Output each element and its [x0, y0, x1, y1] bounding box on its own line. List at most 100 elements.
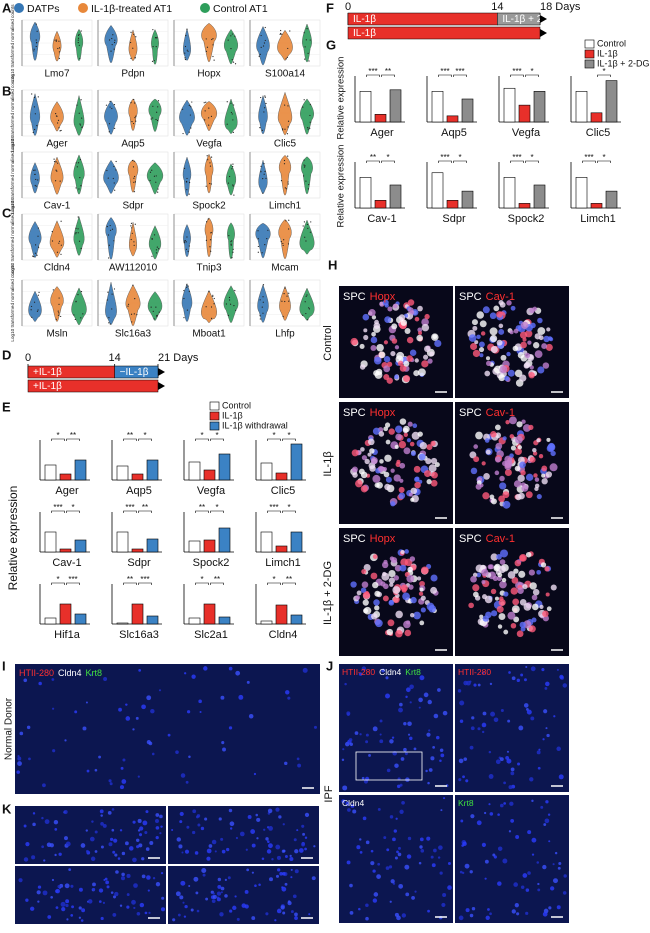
cell: [507, 571, 516, 579]
cell: [184, 904, 188, 909]
cell: [355, 595, 361, 600]
significance-bracket: [51, 582, 65, 585]
micrograph: [339, 664, 453, 792]
bar: [533, 91, 546, 123]
cell: [404, 629, 412, 637]
cell: [392, 837, 396, 842]
cell: [125, 703, 128, 706]
stain-name: HTII-280: [458, 667, 491, 677]
violin-point: [287, 155, 289, 157]
violin-point: [35, 39, 37, 41]
violin-point: [307, 127, 309, 129]
cell: [543, 709, 548, 714]
cell: [398, 440, 407, 449]
bar: [290, 443, 303, 481]
cell: [155, 826, 160, 830]
bar: [59, 603, 72, 625]
violin-point: [111, 37, 113, 40]
cell: [360, 485, 368, 493]
cell: [424, 345, 431, 353]
gene-label: Msln: [46, 329, 67, 340]
cell: [17, 761, 22, 766]
cell: [490, 711, 496, 717]
cell: [120, 766, 124, 770]
micrograph: [15, 806, 166, 864]
violin-point: [51, 231, 53, 233]
violin-point: [58, 57, 60, 60]
cell: [522, 583, 528, 590]
violin-point: [80, 99, 82, 101]
violin-point: [184, 57, 186, 59]
timeline-tick-label: 14: [109, 352, 121, 364]
violin-point: [155, 46, 157, 48]
cell: [106, 885, 110, 889]
cell: [433, 848, 437, 853]
significance-label: *: [272, 431, 275, 440]
violin-point: [55, 113, 57, 115]
cell: [384, 454, 392, 462]
violin-point: [110, 50, 112, 52]
cell: [103, 676, 108, 681]
violin-point: [188, 245, 190, 247]
cell: [487, 908, 490, 911]
cell: [388, 428, 395, 435]
violin-point: [262, 296, 264, 298]
cell: [369, 448, 375, 454]
bar: [275, 604, 288, 625]
violin-point: [306, 223, 308, 226]
cell: [102, 823, 107, 828]
violin-point: [108, 257, 110, 259]
violin: [302, 23, 312, 63]
cell: [537, 882, 540, 886]
violin-point: [149, 171, 152, 173]
cell: [419, 837, 424, 842]
cell: [355, 479, 363, 488]
cell: [238, 694, 244, 700]
cell: [191, 674, 196, 679]
violin-point: [112, 177, 114, 180]
cell: [403, 375, 411, 383]
violin-point: [37, 96, 39, 98]
bar: [359, 91, 372, 123]
cell: [512, 345, 519, 352]
violin-point: [183, 241, 186, 244]
cell: [477, 683, 481, 687]
violin-point: [130, 31, 132, 33]
cell: [537, 366, 545, 374]
cell: [439, 748, 444, 753]
violin-point: [287, 105, 289, 107]
cell: [351, 466, 358, 473]
x-tick-label: Ager: [370, 127, 394, 139]
bar: [44, 617, 57, 625]
violin-point: [259, 315, 261, 317]
gene-label: Sdpr: [122, 201, 144, 212]
violin-point: [58, 40, 60, 42]
cell: [361, 776, 365, 780]
cell: [407, 836, 412, 841]
cell: [351, 449, 359, 457]
cell: [55, 906, 59, 909]
bar: [290, 531, 303, 553]
cell: [370, 861, 375, 866]
violin: [103, 159, 119, 194]
micrograph: [15, 664, 320, 794]
violin: [127, 159, 139, 193]
cell: [494, 424, 501, 431]
violin-point: [286, 56, 288, 59]
cell: [463, 757, 468, 761]
y-axis-label: Log10 transformed normalised counts: [10, 4, 15, 82]
cell: [268, 826, 273, 831]
violin-point: [106, 225, 108, 228]
violin: [30, 92, 40, 136]
cell: [502, 858, 508, 864]
cell: [139, 902, 145, 908]
bar: [575, 91, 588, 123]
cell: [254, 884, 257, 888]
violin-point: [231, 113, 233, 115]
violin-point: [212, 55, 214, 58]
violin-point: [57, 314, 60, 316]
cell: [89, 836, 95, 842]
violin-point: [34, 113, 36, 115]
cell: [525, 491, 533, 499]
